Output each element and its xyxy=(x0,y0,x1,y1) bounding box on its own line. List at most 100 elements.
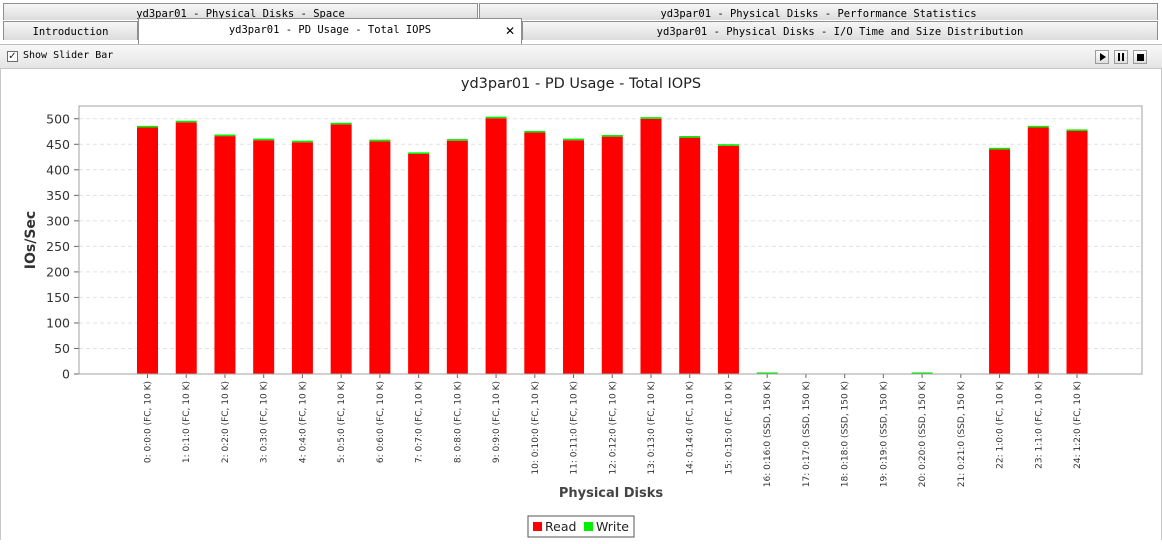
pause-icon xyxy=(1118,53,1124,61)
x-tick-label: 9: 0:9:0 (FC, 10 K) xyxy=(492,381,502,463)
x-tick-label: 7: 0:7:0 (FC, 10 K) xyxy=(415,381,425,463)
tab-pd-usage-total-iops[interactable]: yd3par01 - PD Usage - Total IOPS ✕ xyxy=(138,18,522,45)
stop-icon xyxy=(1137,54,1144,61)
bar-read xyxy=(137,127,158,374)
y-tick-label: 200 xyxy=(46,264,70,279)
y-tick-label: 100 xyxy=(46,315,70,330)
y-tick-label: 150 xyxy=(46,290,70,305)
tab-io-time-size-distribution[interactable]: yd3par01 - Physical Disks - I/O Time and… xyxy=(522,21,1158,40)
y-tick-label: 500 xyxy=(46,111,70,126)
y-tick-label: 50 xyxy=(54,341,70,356)
stop-button[interactable] xyxy=(1133,50,1147,64)
bar-write xyxy=(640,117,662,119)
x-tick-label: 12: 0:12:0 (FC, 10 K) xyxy=(608,381,618,475)
legend: Read Write xyxy=(527,515,635,538)
x-tick-label: 23: 1:1:0 (FC, 10 K) xyxy=(1034,381,1044,469)
chart-toolbar: ✓ Show Slider Bar xyxy=(0,44,1162,69)
x-axis-label: Physical Disks xyxy=(559,486,664,501)
bar-read xyxy=(408,153,430,374)
x-tick-label: 0: 0:0:0 (FC, 10 K) xyxy=(144,381,154,463)
check-icon: ✓ xyxy=(8,51,17,62)
x-tick-label: 19: 0:19:0 (SSD, 150 K) xyxy=(879,381,889,487)
bar-read xyxy=(485,118,507,374)
bar-read xyxy=(214,136,236,374)
bar-write xyxy=(679,136,701,138)
bar-write xyxy=(524,130,546,133)
x-tick-label: 2: 0:2:0 (FC, 10 K) xyxy=(221,381,231,463)
bar-write xyxy=(137,125,158,128)
tab-introduction[interactable]: Introduction xyxy=(3,21,138,40)
tab-label: yd3par01 - Physical Disks - Performance … xyxy=(660,8,977,20)
x-tick-label: 13: 0:13:0 (FC, 10 K) xyxy=(647,381,657,475)
bar-write xyxy=(756,372,778,374)
x-tick-label: 3: 0:3:0 (FC, 10 K) xyxy=(260,381,270,463)
bar-chart: yd3par01 - PD Usage - Total IOPS 0 50 100 1… xyxy=(23,76,1143,538)
bar-read xyxy=(563,140,585,374)
x-tick-label: 18: 0:18:0 (SSD, 150 K) xyxy=(841,381,851,487)
bar-write xyxy=(601,135,623,137)
bars xyxy=(137,116,1088,375)
chart-title: yd3par01 - PD Usage - Total IOPS xyxy=(461,76,701,92)
tab-label: yd3par01 - PD Usage - Total IOPS xyxy=(228,24,432,36)
bar-write xyxy=(717,144,739,146)
bar-write xyxy=(989,147,1011,150)
tab-label: yd3par01 - Physical Disks - Space xyxy=(136,8,345,20)
bar-write xyxy=(911,372,933,374)
tab-physical-disks-performance-statistics[interactable]: yd3par01 - Physical Disks - Performance … xyxy=(479,3,1158,20)
x-tick-label: 8: 0:8:0 (FC, 10 K) xyxy=(453,381,463,463)
legend-read-label: Read xyxy=(545,519,576,534)
tab-label: Introduction xyxy=(32,26,109,38)
x-tick-label: 5: 0:5:0 (FC, 10 K) xyxy=(337,381,347,463)
y-axis-label: IOs/Sec xyxy=(23,211,39,269)
x-tick-label: 14: 0:14:0 (FC, 10 K) xyxy=(686,381,696,475)
y-tick-label: 450 xyxy=(46,137,70,152)
play-icon xyxy=(1100,53,1106,61)
x-tick-label: 21: 0:21:0 (SSD, 150 K) xyxy=(957,381,967,487)
y-tick-label: 250 xyxy=(46,239,70,254)
bar-read xyxy=(1066,131,1088,374)
x-tick-label: 6: 0:6:0 (FC, 10 K) xyxy=(376,381,386,463)
legend-read-swatch xyxy=(533,522,542,531)
legend-write-label: Write xyxy=(596,519,629,534)
legend-write-swatch xyxy=(584,522,593,531)
show-slider-label: Show Slider Bar xyxy=(23,50,114,61)
x-tick-label: 11: 0:11:0 (FC, 10 K) xyxy=(570,381,580,475)
bar-write xyxy=(330,122,352,125)
bar-write xyxy=(563,138,585,141)
bar-read xyxy=(601,136,623,374)
close-icon[interactable]: ✕ xyxy=(504,24,515,38)
bar-read xyxy=(446,140,468,374)
bar-read xyxy=(291,142,313,374)
x-axis-ticks: 0: 0:0:0 (FC, 10 K) 1: 0:1:0 (FC, 10 K) 2:… xyxy=(144,374,1083,487)
x-tick-label: 16: 0:16:0 (SSD, 150 K) xyxy=(763,381,773,487)
bar-read xyxy=(330,124,352,375)
x-tick-label: 15: 0:15:0 (FC, 10 K) xyxy=(724,381,734,475)
bar-write xyxy=(175,120,197,123)
show-slider-checkbox[interactable]: ✓ xyxy=(7,51,18,62)
x-tick-label: 24: 1:2:0 (FC, 10 K) xyxy=(1073,381,1083,469)
bar-read xyxy=(524,132,546,374)
tab-label: yd3par01 - Physical Disks - I/O Time and… xyxy=(656,26,1024,38)
bar-write xyxy=(214,134,236,137)
bar-read xyxy=(175,122,197,374)
tab-physical-disks-space[interactable]: yd3par01 - Physical Disks - Space xyxy=(3,3,478,20)
x-tick-label: 1: 0:1:0 (FC, 10 K) xyxy=(182,381,192,463)
bar-read xyxy=(1027,127,1049,374)
x-tick-label: 4: 0:4:0 (FC, 10 K) xyxy=(298,381,308,463)
bar-read xyxy=(717,145,739,374)
play-button[interactable] xyxy=(1095,50,1109,64)
bar-write xyxy=(253,138,275,141)
x-tick-label: 17: 0:17:0 (SSD, 150 K) xyxy=(802,381,812,487)
pause-button[interactable] xyxy=(1114,50,1128,64)
bar-write xyxy=(291,140,313,143)
bar-write xyxy=(369,139,391,142)
bar-write xyxy=(446,139,468,141)
x-tick-label: 20: 0:20:0 (SSD, 150 K) xyxy=(918,381,928,487)
bar-read xyxy=(369,141,391,374)
bar-read xyxy=(253,140,275,374)
bar-read xyxy=(679,137,701,374)
legend-box xyxy=(527,515,635,538)
plot-border xyxy=(78,105,1143,375)
y-tick-label: 0 xyxy=(62,367,70,382)
bar-write xyxy=(1066,129,1088,132)
